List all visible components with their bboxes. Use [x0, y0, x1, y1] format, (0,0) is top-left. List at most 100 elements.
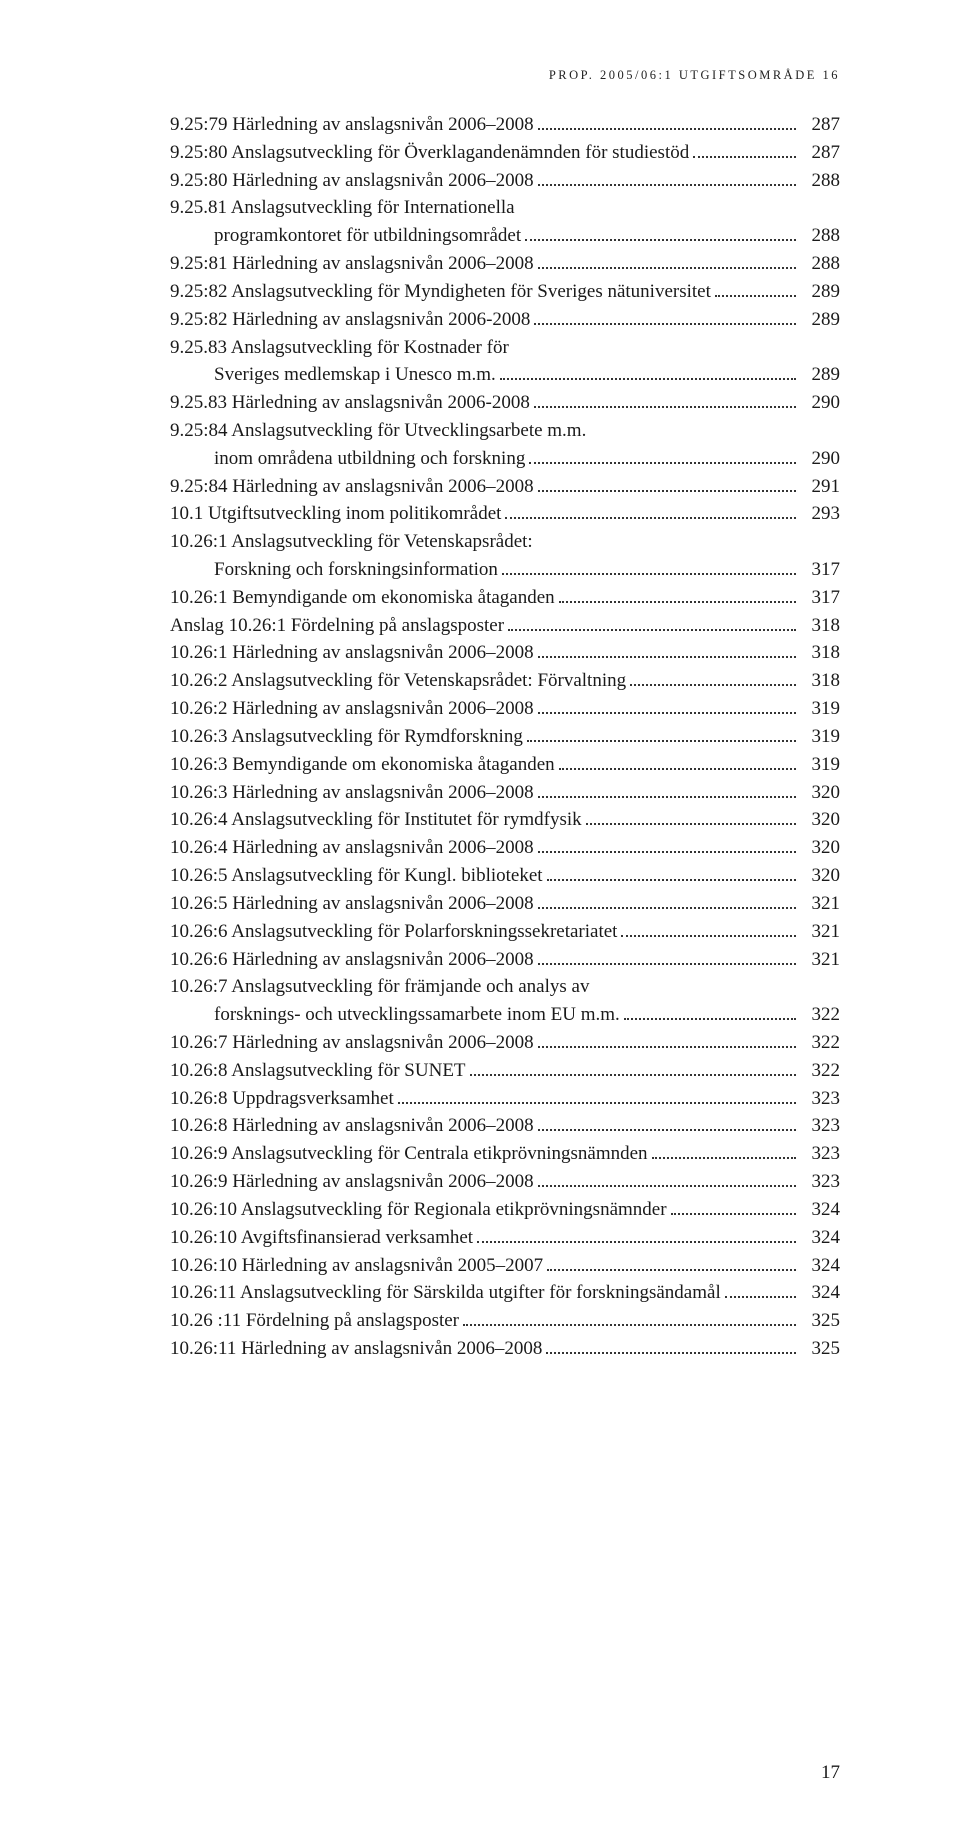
toc-entry-page: 317 [800, 556, 840, 584]
toc-leader [538, 250, 796, 269]
toc-entry-label: 10.26:8 Härledning av anslagsnivån 2006–… [170, 1112, 534, 1140]
toc-row: 10.26 :11 Fördelning på anslagsposter 325 [170, 1307, 840, 1335]
toc-leader [621, 918, 796, 937]
toc-entry-page: 323 [800, 1085, 840, 1113]
toc-leader [725, 1279, 796, 1298]
toc-leader [547, 862, 796, 881]
toc-row: 10.26:11 Härledning av anslagsnivån 2006… [170, 1335, 840, 1363]
toc-entry-page: 318 [800, 612, 840, 640]
toc-leader [715, 278, 796, 297]
toc-leader [470, 1057, 796, 1076]
toc-entry-page: 324 [800, 1224, 840, 1252]
toc-entry-page: 287 [800, 111, 840, 139]
toc-entry-page: 324 [800, 1252, 840, 1280]
toc-entry-page: 324 [800, 1279, 840, 1307]
toc-row: 10.26:4 Anslagsutveckling för Institutet… [170, 806, 840, 834]
toc-row: 10.26:6 Anslagsutveckling för Polarforsk… [170, 918, 840, 946]
toc-row: 10.26:10 Avgiftsfinansierad verksamhet32… [170, 1224, 840, 1252]
toc-leader [547, 1251, 796, 1270]
toc-entry-label: 10.26:7 Härledning av anslagsnivån 2006–… [170, 1029, 534, 1057]
table-of-contents: 9.25:79 Härledning av anslagsnivån 2006–… [170, 111, 840, 1363]
toc-entry-label: 10.26:10 Härledning av anslagsnivån 2005… [170, 1252, 543, 1280]
toc-entry-label-continued: programkontoret för utbildningsområdet [170, 222, 521, 250]
toc-entry-page: 322 [800, 1029, 840, 1057]
toc-leader [538, 695, 796, 714]
toc-entry-label-continued: Forskning och forskningsinformation [170, 556, 498, 584]
toc-row: forsknings- och utvecklingssamarbete ino… [170, 1001, 840, 1029]
toc-leader [624, 1001, 796, 1020]
toc-row: 10.26:3 Härledning av anslagsnivån 2006–… [170, 779, 840, 807]
toc-entry-label: 9.25:84 Härledning av anslagsnivån 2006–… [170, 473, 534, 501]
toc-row: 10.1 Utgiftsutveckling inom politikområd… [170, 500, 840, 528]
toc-leader [538, 472, 796, 491]
toc-row: 10.26:6 Härledning av anslagsnivån 2006–… [170, 945, 840, 973]
toc-leader [652, 1140, 796, 1159]
toc-entry-page: 322 [800, 1057, 840, 1085]
toc-leader [630, 667, 796, 686]
toc-entry-label: 10.26:7 Anslagsutveckling för främjande … [170, 973, 589, 1001]
toc-entry-label: 9.25:80 Anslagsutveckling för Överklagan… [170, 139, 689, 167]
toc-entry-label: 10.26:3 Bemyndigande om ekonomiska åtaga… [170, 751, 555, 779]
toc-leader [463, 1307, 796, 1326]
toc-row: 10.26:10 Härledning av anslagsnivån 2005… [170, 1251, 840, 1279]
toc-leader [505, 500, 796, 519]
toc-row: 10.26:7 Anslagsutveckling för främjande … [170, 973, 840, 1001]
toc-entry-label: 10.26:3 Härledning av anslagsnivån 2006–… [170, 779, 534, 807]
toc-row: 9.25.81 Anslagsutveckling för Internatio… [170, 194, 840, 222]
toc-entry-label: 9.25:82 Anslagsutveckling för Myndighete… [170, 278, 711, 306]
toc-entry-label: 10.26 :11 Fördelning på anslagsposter [170, 1307, 459, 1335]
toc-entry-label-continued: inom områdena utbildning och forskning [170, 445, 525, 473]
toc-entry-label: 10.26:2 Anslagsutveckling för Vetenskaps… [170, 667, 626, 695]
toc-entry-label: 9.25:84 Anslagsutveckling för Utveckling… [170, 417, 586, 445]
toc-entry-label: 9.25:81 Härledning av anslagsnivån 2006–… [170, 250, 534, 278]
toc-leader [538, 639, 796, 658]
toc-row: 10.26:11 Anslagsutveckling för Särskilda… [170, 1279, 840, 1307]
toc-entry-page: 293 [800, 500, 840, 528]
toc-entry-label: 10.26:5 Härledning av anslagsnivån 2006–… [170, 890, 534, 918]
toc-entry-label: 10.26:9 Anslagsutveckling för Centrala e… [170, 1140, 648, 1168]
toc-entry-label: 10.26:4 Härledning av anslagsnivån 2006–… [170, 834, 534, 862]
toc-entry-label: 10.26:10 Anslagsutveckling för Regionala… [170, 1196, 667, 1224]
running-head: PROP. 2005/06:1 UTGIFTSOMRÅDE 16 [170, 68, 840, 83]
toc-entry-label: 10.26:11 Härledning av anslagsnivån 2006… [170, 1335, 542, 1363]
toc-leader [538, 890, 796, 909]
toc-leader [529, 445, 796, 464]
toc-leader [527, 723, 796, 742]
toc-entry-page: 318 [800, 667, 840, 695]
toc-row: 10.26:1 Härledning av anslagsnivån 2006–… [170, 639, 840, 667]
toc-leader [559, 584, 796, 603]
toc-entry-page: 321 [800, 890, 840, 918]
toc-entry-label: 10.26:1 Härledning av anslagsnivån 2006–… [170, 639, 534, 667]
toc-row: Anslag 10.26:1 Fördelning på anslagspost… [170, 612, 840, 640]
toc-entry-page: 288 [800, 167, 840, 195]
toc-row: 10.26:2 Anslagsutveckling för Vetenskaps… [170, 667, 840, 695]
toc-leader [586, 806, 796, 825]
toc-entry-page: 318 [800, 639, 840, 667]
toc-row: 9.25:82 Härledning av anslagsnivån 2006-… [170, 306, 840, 334]
toc-row: 9.25:82 Anslagsutveckling för Myndighete… [170, 278, 840, 306]
toc-entry-page: 319 [800, 695, 840, 723]
toc-leader [559, 751, 796, 770]
toc-entry-page: 290 [800, 445, 840, 473]
toc-leader [398, 1085, 796, 1104]
toc-row: 9.25:84 Härledning av anslagsnivån 2006–… [170, 472, 840, 500]
toc-row: 9.25:84 Anslagsutveckling för Utveckling… [170, 417, 840, 445]
toc-row: Forskning och forskningsinformation 317 [170, 556, 840, 584]
toc-entry-label: 10.26:8 Uppdragsverksamhet [170, 1085, 394, 1113]
toc-leader [534, 306, 796, 325]
toc-leader [525, 222, 796, 241]
toc-leader [671, 1196, 796, 1215]
toc-entry-page: 288 [800, 222, 840, 250]
toc-entry-label: 10.26:9 Härledning av anslagsnivån 2006–… [170, 1168, 534, 1196]
toc-entry-label: 9.25.83 Anslagsutveckling för Kostnader … [170, 334, 509, 362]
toc-entry-label-continued: Sveriges medlemskap i Unesco m.m. [170, 361, 496, 389]
toc-row: 9.25:80 Anslagsutveckling för Överklagan… [170, 139, 840, 167]
toc-row: 10.26:7 Härledning av anslagsnivån 2006–… [170, 1029, 840, 1057]
toc-entry-page: 320 [800, 862, 840, 890]
toc-entry-label: 9.25.81 Anslagsutveckling för Internatio… [170, 194, 515, 222]
toc-entry-page: 325 [800, 1307, 840, 1335]
toc-entry-label: 10.26:6 Härledning av anslagsnivån 2006–… [170, 946, 534, 974]
toc-entry-label: 10.26:3 Anslagsutveckling för Rymdforskn… [170, 723, 523, 751]
toc-entry-label: 9.25.83 Härledning av anslagsnivån 2006-… [170, 389, 530, 417]
toc-row: 10.26:8 Härledning av anslagsnivån 2006–… [170, 1112, 840, 1140]
